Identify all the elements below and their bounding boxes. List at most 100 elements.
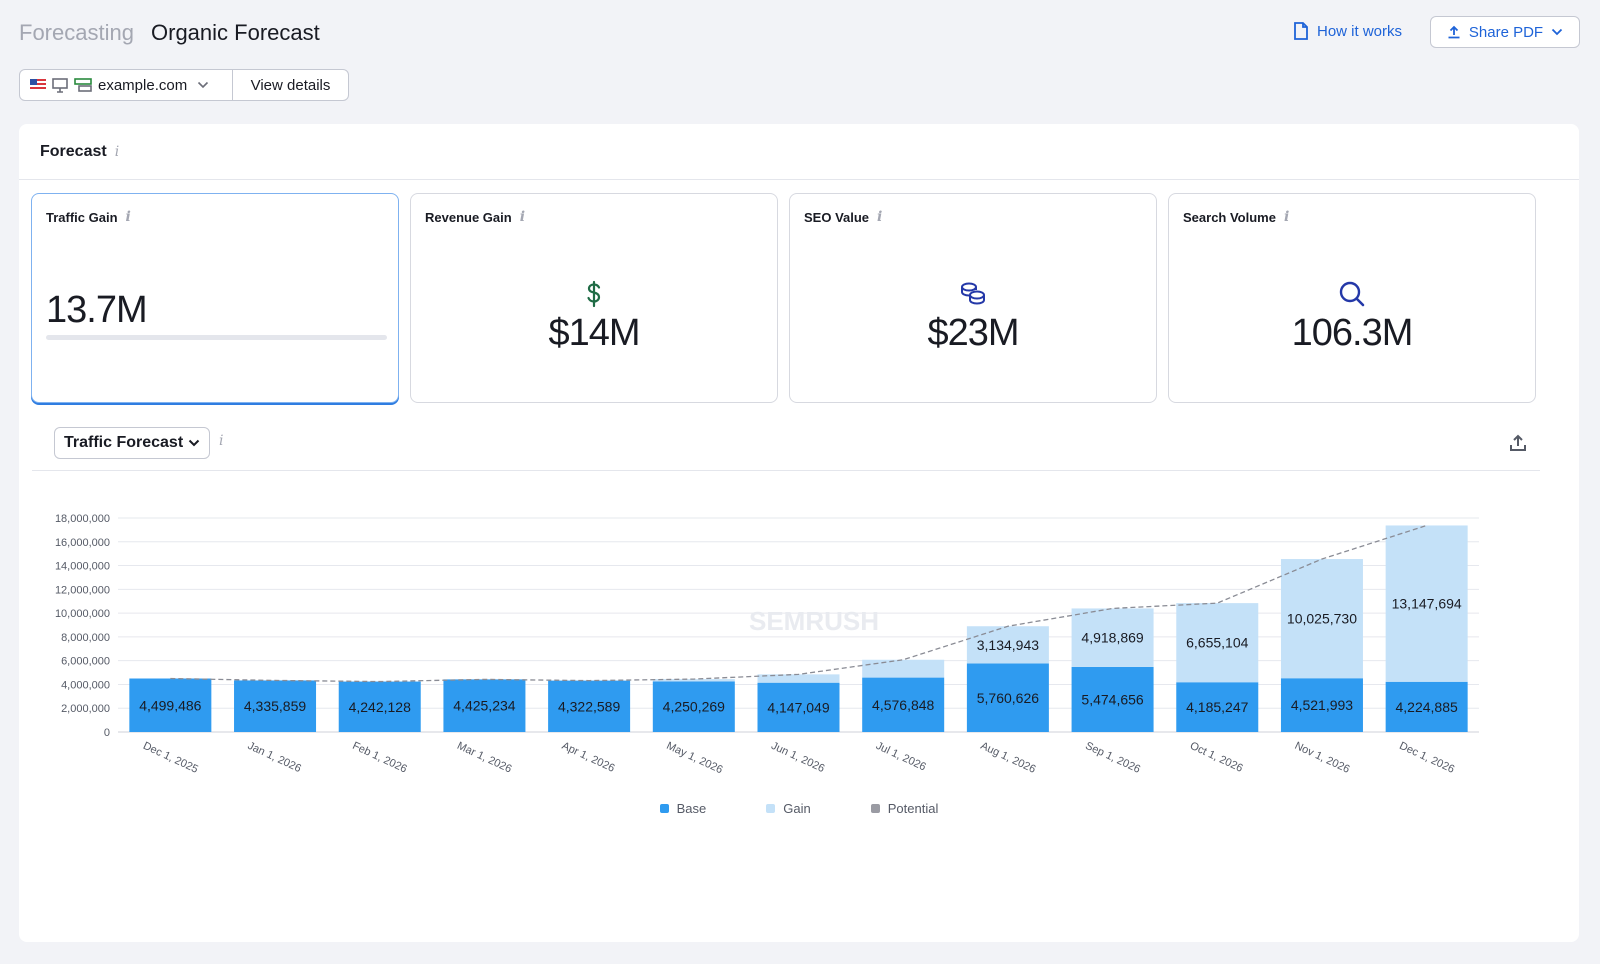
- base-bar: [652, 681, 735, 732]
- legend-item-base[interactable]: Base: [659, 801, 706, 816]
- x-tick-label: Feb 1, 2026: [350, 740, 408, 776]
- legend-swatch: [659, 804, 669, 813]
- x-tick-label: Oct 1, 2026: [1188, 740, 1245, 775]
- breadcrumb[interactable]: Forecasting: [19, 20, 134, 45]
- legend-label: Gain: [783, 801, 811, 816]
- x-tick-label: Apr 1, 2026: [560, 740, 617, 775]
- potential-line: [170, 524, 1427, 683]
- x-tick-label: Mar 1, 2026: [455, 740, 513, 776]
- base-bar: [129, 678, 212, 732]
- gain-bar: [1385, 525, 1468, 682]
- y-tick-label: 8,000,000: [61, 632, 110, 644]
- kpi-label: SEO Value: [804, 209, 870, 225]
- base-value-label: 4,576,848: [872, 697, 934, 713]
- info-icon[interactable]: i: [219, 433, 224, 449]
- y-tick-label: 6,000,000: [61, 656, 110, 668]
- gain-value-label: 3,134,943: [977, 637, 1039, 653]
- kpi-label: Search Volume: [1183, 209, 1276, 225]
- legend-swatch: [870, 804, 880, 813]
- gain-bar: [1176, 603, 1259, 683]
- base-value-label: 4,322,589: [558, 698, 620, 714]
- base-bar: [234, 680, 317, 732]
- page-title: Organic Forecast: [151, 20, 320, 45]
- x-tick-label: Sep 1, 2026: [1083, 740, 1142, 776]
- kpi-progress-track: [46, 335, 387, 340]
- chart-legend: Base Gain Potential: [19, 801, 1579, 816]
- info-icon[interactable]: i: [877, 209, 883, 225]
- us-flag-icon: [30, 79, 46, 91]
- base-value-label: 4,499,486: [139, 697, 201, 713]
- upload-icon: [1448, 25, 1460, 39]
- base-bar: [966, 663, 1049, 732]
- gain-value-label: 6,655,104: [1186, 635, 1248, 651]
- base-value-label: 4,425,234: [453, 698, 515, 714]
- share-pdf-label: Share PDF: [1468, 23, 1544, 41]
- base-bar: [443, 679, 526, 732]
- x-tick-label: Nov 1, 2026: [1293, 740, 1352, 776]
- view-details-button[interactable]: View details: [250, 76, 331, 94]
- x-tick-label: Jun 1, 2026: [769, 740, 826, 775]
- y-tick-label: 4,000,000: [61, 679, 110, 691]
- metric-select[interactable]: Traffic Forecast: [54, 427, 210, 459]
- base-value-label: 4,185,247: [1186, 699, 1248, 715]
- share-pdf-button[interactable]: Share PDF: [1430, 16, 1580, 48]
- y-tick-label: 18,000,000: [55, 513, 110, 525]
- page-header: Forecasting Organic Forecast How it work…: [19, 16, 1580, 48]
- info-icon[interactable]: i: [114, 143, 120, 160]
- x-tick-label: Dec 1, 2026: [1397, 740, 1456, 776]
- gain-value-label: 10,025,730: [1287, 611, 1357, 627]
- base-value-label: 5,760,626: [977, 690, 1039, 706]
- info-icon[interactable]: i: [1283, 209, 1290, 225]
- kpi-value: 13.7M: [46, 289, 148, 331]
- kpi-search-volume[interactable]: Search Volume i 106.3M: [1168, 193, 1536, 403]
- legend-label: Potential: [887, 801, 939, 816]
- base-value-label: 4,335,859: [244, 698, 306, 714]
- base-bar: [757, 682, 840, 732]
- document-icon: [1294, 22, 1308, 40]
- gain-value-label: 4,918,869: [1081, 630, 1143, 646]
- traffic-forecast-chart: 0 2,000,000 4,000,000 6,000,000 8,000,000 10,…: [55, 513, 1479, 776]
- legend-item-potential[interactable]: Potential: [870, 801, 939, 816]
- y-tick-label: 0: [104, 727, 110, 739]
- gain-value-label: 13,147,694: [1392, 596, 1462, 612]
- chevron-down-icon: [188, 439, 200, 447]
- legend-swatch: [766, 804, 776, 813]
- gain-bar: [966, 626, 1049, 664]
- info-icon[interactable]: i: [125, 209, 131, 225]
- base-bar: [1280, 678, 1363, 732]
- base-bar: [1176, 682, 1259, 732]
- gain-bar: [652, 679, 735, 682]
- search-icon: [1169, 280, 1535, 308]
- kpi-label: Traffic Gain: [46, 209, 118, 225]
- gain-bar: [1071, 608, 1154, 667]
- forecast-card: Forecast i Traffic Gain i 13.7M Revenue …: [19, 124, 1579, 942]
- base-bar: [338, 681, 421, 732]
- x-tick-label: Dec 1, 2025: [141, 740, 200, 776]
- domain-select[interactable]: example.com: [20, 70, 233, 100]
- x-tick-label: Jul 1, 2026: [874, 740, 928, 774]
- export-icon[interactable]: [1506, 431, 1530, 455]
- kpi-value: $23M: [927, 312, 1019, 354]
- kpi-revenue-gain[interactable]: Revenue Gain i $14M: [410, 193, 778, 403]
- x-tick-label: Jan 1, 2026: [246, 740, 303, 775]
- y-tick-label: 14,000,000: [55, 561, 110, 573]
- kpi-value: $14M: [548, 312, 640, 354]
- base-bar: [548, 680, 631, 732]
- x-tick-label: May 1, 2026: [665, 740, 725, 776]
- domain-toolbar: example.com View details: [19, 69, 349, 101]
- base-bar: [1071, 666, 1154, 732]
- kpi-seo-value[interactable]: SEO Value i $23M: [789, 193, 1157, 403]
- forecast-header: Forecast i: [19, 124, 1579, 180]
- base-value-label: 4,242,128: [349, 699, 411, 715]
- base-bar: [1385, 681, 1468, 732]
- gain-bar: [757, 674, 840, 683]
- forecast-title: Forecast: [40, 142, 107, 160]
- dollar-icon: [411, 280, 777, 308]
- kpi-traffic-gain[interactable]: Traffic Gain i 13.7M: [31, 193, 399, 403]
- info-icon[interactable]: i: [519, 209, 526, 225]
- chart-toolbar: Traffic Forecast i: [32, 419, 1540, 471]
- watermark: SEMRUSH: [749, 606, 879, 636]
- legend-item-gain[interactable]: Gain: [766, 801, 811, 816]
- how-it-works-link[interactable]: How it works: [1293, 22, 1402, 40]
- coins-icon: [790, 280, 1156, 308]
